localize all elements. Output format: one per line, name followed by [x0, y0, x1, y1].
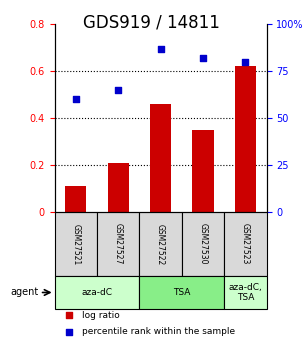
- Bar: [192, 130, 214, 212]
- Point: [201, 55, 205, 61]
- Text: GDS919 / 14811: GDS919 / 14811: [83, 14, 220, 32]
- Text: GSM27521: GSM27521: [71, 224, 80, 265]
- Text: GSM27530: GSM27530: [198, 224, 208, 265]
- FancyBboxPatch shape: [224, 212, 267, 276]
- Bar: [65, 186, 86, 212]
- Point: [67, 329, 72, 334]
- Text: GSM27523: GSM27523: [241, 224, 250, 265]
- Point: [116, 87, 121, 93]
- Text: aza-dC,
TSA: aza-dC, TSA: [228, 283, 262, 302]
- Text: GSM27522: GSM27522: [156, 224, 165, 265]
- FancyBboxPatch shape: [139, 212, 182, 276]
- FancyBboxPatch shape: [182, 212, 224, 276]
- Point: [158, 46, 163, 51]
- Text: TSA: TSA: [173, 288, 191, 297]
- Text: log ratio: log ratio: [82, 310, 120, 319]
- Point: [243, 59, 248, 65]
- FancyBboxPatch shape: [97, 212, 139, 276]
- Text: GSM27527: GSM27527: [114, 224, 123, 265]
- Point: [67, 312, 72, 318]
- Bar: [108, 163, 129, 212]
- FancyBboxPatch shape: [224, 276, 267, 308]
- Bar: [235, 66, 256, 212]
- Point: [73, 97, 78, 102]
- Bar: [150, 104, 171, 212]
- FancyBboxPatch shape: [139, 276, 224, 308]
- Text: aza-dC: aza-dC: [82, 288, 112, 297]
- FancyBboxPatch shape: [55, 276, 139, 308]
- FancyBboxPatch shape: [55, 212, 97, 276]
- Text: percentile rank within the sample: percentile rank within the sample: [82, 327, 235, 336]
- Text: agent: agent: [10, 287, 38, 297]
